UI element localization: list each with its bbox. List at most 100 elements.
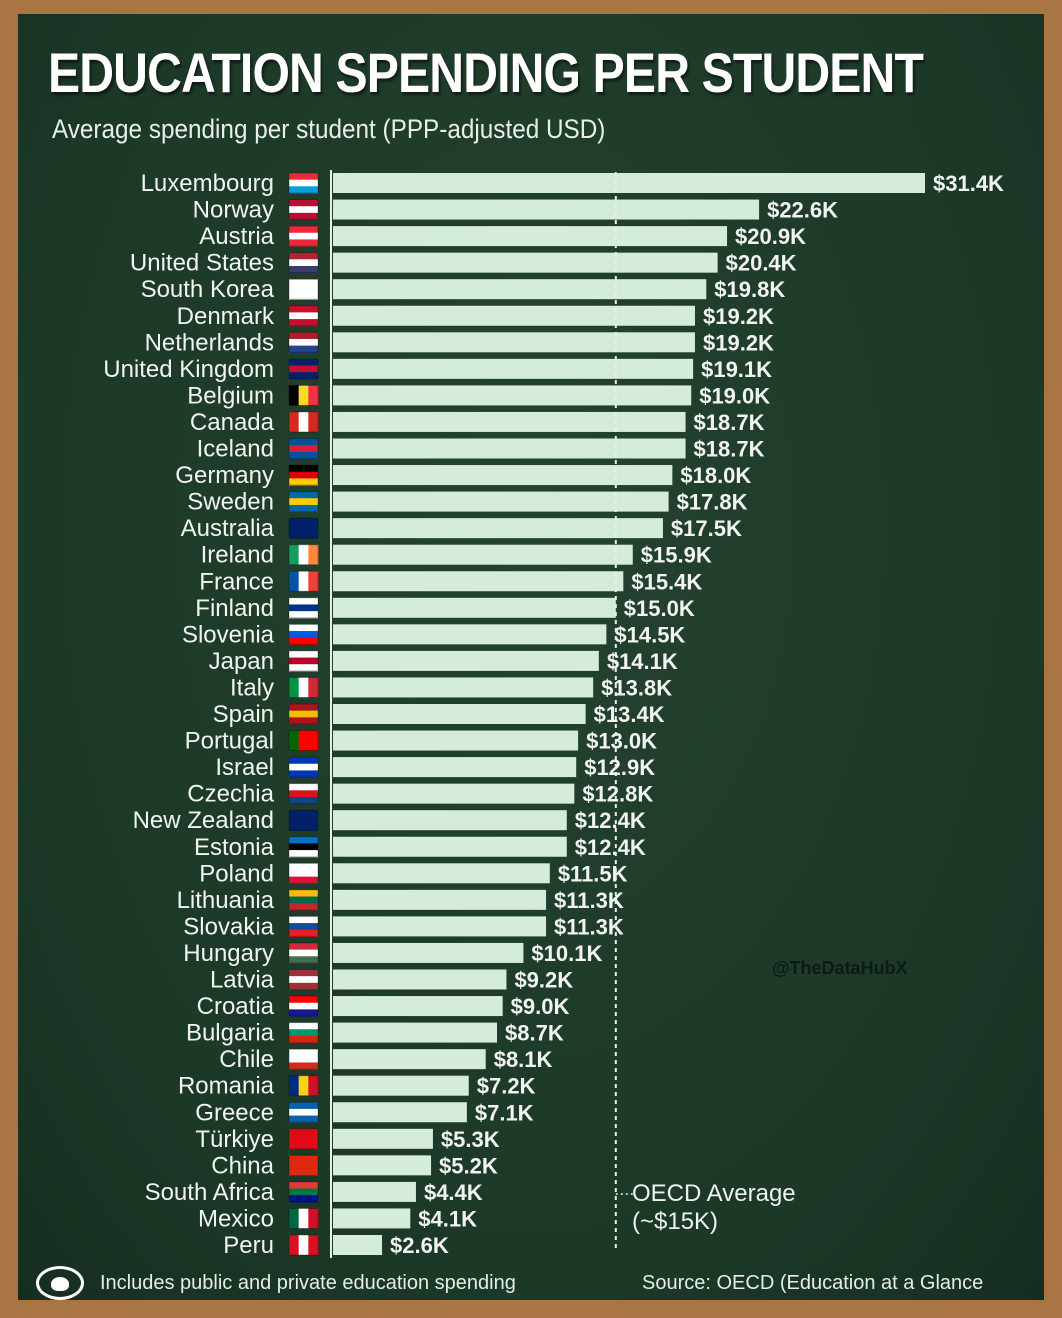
bar xyxy=(333,226,728,247)
flag-icon-stripe xyxy=(289,305,318,313)
bar xyxy=(333,518,663,539)
value-label: $7.1K xyxy=(475,1100,534,1125)
flag-icon-stripe xyxy=(289,478,318,486)
flag-icon-stripe xyxy=(298,385,309,406)
category-label: Slovenia xyxy=(182,621,275,648)
oecd-average-label-line2: (~$15K) xyxy=(632,1208,719,1235)
bar xyxy=(333,1102,467,1123)
value-label: $11.3K xyxy=(554,888,624,913)
flag-icon-austria xyxy=(288,225,319,247)
category-label: Estonia xyxy=(194,834,275,861)
flag-icon-stripe xyxy=(289,365,318,373)
flag-icon-stripe xyxy=(289,1115,318,1123)
bar xyxy=(333,704,586,724)
category-label: Japan xyxy=(209,648,274,675)
flag-icon-stripe xyxy=(289,1009,318,1017)
bar xyxy=(333,1075,469,1096)
flag-icon-stripe xyxy=(289,1168,318,1176)
flag-icon-sweden xyxy=(288,491,319,513)
flag-icon-stripe xyxy=(289,1181,318,1190)
bar xyxy=(333,969,507,990)
flag-icon-stripe xyxy=(289,319,318,327)
flag-icon-stripe xyxy=(308,544,319,565)
value-label: $4.4K xyxy=(424,1180,483,1205)
value-label: $5.2K xyxy=(439,1153,498,1178)
category-label: Romania xyxy=(178,1073,275,1100)
flag-icon-stripe xyxy=(289,916,318,924)
flag-icon-italy xyxy=(288,676,319,698)
flag-icon-stripe xyxy=(298,411,309,432)
value-label: $11.5K xyxy=(558,861,628,886)
flag-icon-stripe xyxy=(289,1235,300,1255)
flag-icon-stripe xyxy=(289,816,318,825)
bar xyxy=(333,465,673,486)
flag-icon-stripe xyxy=(289,465,318,473)
flag-icon-stripe xyxy=(289,843,318,851)
flag-icon-latvia xyxy=(288,969,319,990)
value-label: $4.1K xyxy=(418,1206,477,1231)
flag-icon-romania xyxy=(288,1075,319,1097)
value-label: $14.1K xyxy=(607,649,678,674)
category-label: Chile xyxy=(219,1046,274,1073)
logo-icon xyxy=(36,1266,84,1300)
value-label: $5.3K xyxy=(441,1127,500,1152)
category-label: France xyxy=(199,568,274,595)
flag-icon-stripe xyxy=(289,704,318,712)
value-label: $19.1K xyxy=(701,357,772,382)
bar xyxy=(333,305,695,326)
flag-icon-stripe xyxy=(289,498,318,506)
flag-icon-stripe xyxy=(289,338,318,347)
value-label: $9.0K xyxy=(511,994,570,1019)
flag-icon-stripe xyxy=(289,889,318,898)
category-label: Belgium xyxy=(187,382,274,409)
bar xyxy=(333,544,633,565)
flag-icon-stripe xyxy=(289,790,318,798)
flag-icon-stripe xyxy=(289,1135,318,1143)
value-label: $20.4K xyxy=(726,251,797,276)
flag-icon-stripe xyxy=(289,604,318,612)
category-label: Türkiye xyxy=(195,1126,274,1153)
category-label: Slovakia xyxy=(183,913,274,940)
flag-icon-stripe xyxy=(289,571,300,592)
flag-icon-stripe xyxy=(289,1022,318,1030)
bar xyxy=(333,677,594,698)
flag-icon-united-states xyxy=(288,252,319,274)
category-label: Canada xyxy=(190,409,275,436)
bar xyxy=(333,173,925,193)
flag-icon-stripe xyxy=(289,1062,318,1070)
flag-icon-iceland xyxy=(288,438,319,459)
flag-icon-stripe xyxy=(289,451,318,459)
value-label: $15.9K xyxy=(641,543,712,568)
flag-icon-finland xyxy=(288,597,319,619)
flag-icon-stripe xyxy=(289,1102,318,1110)
flag-icon-stripe xyxy=(289,332,318,340)
flag-icon-stripe xyxy=(308,411,319,432)
flag-icon-stripe xyxy=(289,631,318,639)
flag-icon-new-zealand xyxy=(288,809,319,831)
flag-icon-stripe xyxy=(289,285,318,294)
flag-icon-slovakia xyxy=(288,915,319,937)
flag-icon-stripe xyxy=(289,239,318,247)
flag-icon-stripe xyxy=(289,650,318,659)
category-label: South Korea xyxy=(141,276,275,303)
flag-icon-stripe xyxy=(298,1075,309,1096)
bar xyxy=(333,889,547,910)
category-label: Mexico xyxy=(198,1205,274,1232)
bar xyxy=(333,1155,432,1176)
flag-icon-stripe xyxy=(289,1128,318,1136)
bar xyxy=(333,571,624,592)
bar xyxy=(333,491,669,512)
flag-icon-stripe xyxy=(289,252,318,260)
bar xyxy=(333,1181,416,1202)
flag-icon-stripe xyxy=(289,1188,318,1196)
category-label: Lithuania xyxy=(177,887,275,914)
flag-icon-stripe xyxy=(289,199,318,207)
value-label: $18.7K xyxy=(694,410,765,435)
flag-icon-slovenia xyxy=(288,623,319,645)
flag-icon-stripe xyxy=(289,491,318,499)
value-label: $31.4K xyxy=(933,171,1004,196)
flag-icon-stripe xyxy=(289,956,318,964)
bar xyxy=(333,996,503,1017)
category-label: Latvia xyxy=(210,967,275,994)
category-label: Australia xyxy=(181,515,275,542)
